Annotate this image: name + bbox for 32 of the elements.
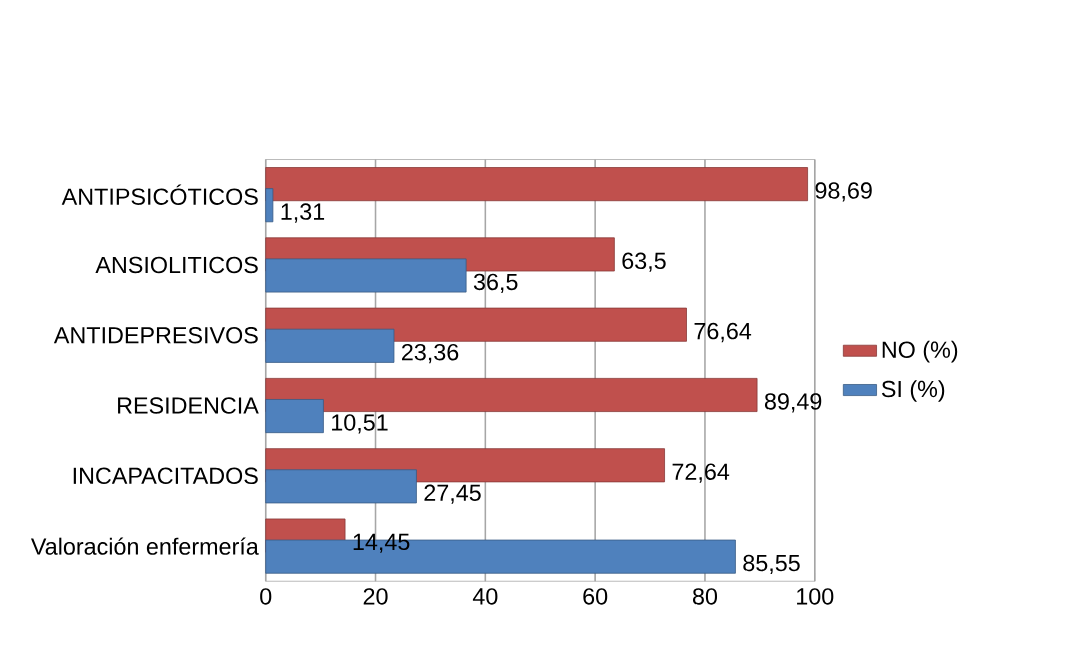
data-label: 1,31: [281, 203, 325, 223]
x-tick-label: 80: [692, 587, 718, 605]
x-tick-label: 20: [363, 587, 388, 605]
data-label: 89,49: [764, 392, 822, 413]
y-tick-label: Valoración enfermería: [30, 537, 259, 555]
bar: [265, 328, 395, 363]
data-label: 36,5: [473, 273, 518, 293]
bar: [265, 166, 808, 201]
bar: [265, 258, 467, 293]
data-label: 85,55: [743, 554, 800, 574]
data-label: 23,36: [402, 343, 459, 364]
legend-label: SI (%): [881, 379, 945, 402]
y-tick-label: ANTIDEPRESIVOS: [53, 326, 258, 344]
x-tick-label: 60: [583, 587, 608, 605]
y-tick-label: INCAPACITADOS: [73, 467, 258, 484]
y-tick-label: RESIDENCIA: [118, 397, 259, 414]
bar: [265, 398, 324, 433]
x-tick-label: 100: [797, 587, 834, 605]
data-label: 76,64: [694, 322, 752, 342]
data-label: 63,5: [622, 252, 666, 272]
data-label: 10,51: [332, 414, 388, 434]
y-tick-label: ANTIPSICÓTICOS: [61, 184, 258, 205]
bar: [265, 469, 417, 504]
x-tick-label: 0: [260, 587, 272, 605]
data-label: 98,69: [815, 182, 872, 202]
bar: [265, 188, 274, 223]
x-tick-label: 40: [472, 587, 498, 605]
data-label: 27,45: [424, 484, 481, 504]
legend-label: NO (%): [882, 340, 958, 363]
y-tick-label: ANSIOLITICOS: [95, 256, 258, 274]
data-label: 72,64: [672, 463, 730, 483]
bar: [265, 377, 758, 412]
